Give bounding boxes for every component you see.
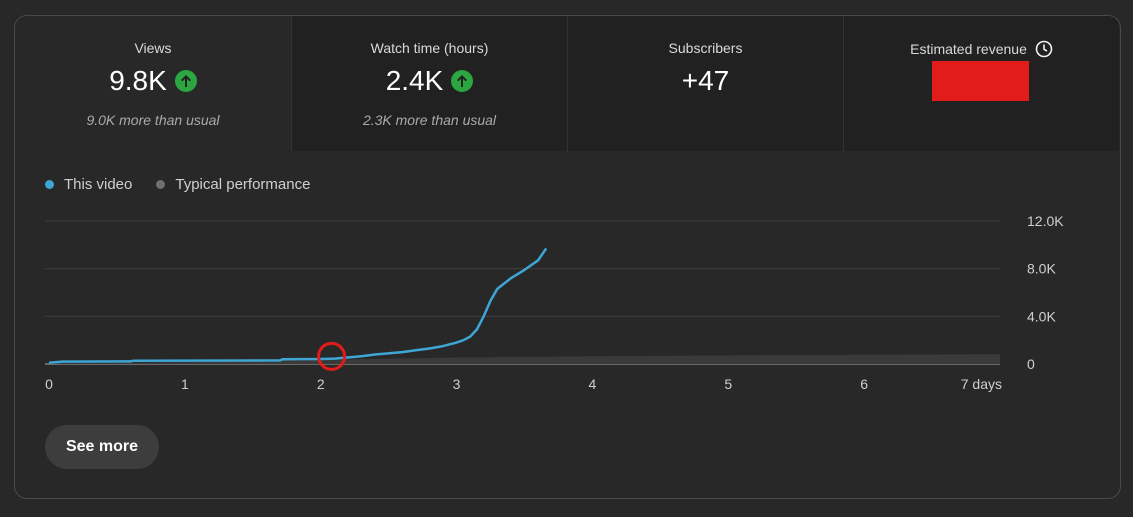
metric-tab-subscribers[interactable]: Subscribers +47 <box>567 16 843 151</box>
legend-item-typical-performance: Typical performance <box>156 176 310 193</box>
legend-label: This video <box>64 176 133 193</box>
metric-note: 9.0K more than usual <box>86 112 220 128</box>
x-tick-label: 0 <box>45 376 53 392</box>
clock-icon[interactable] <box>1035 40 1053 58</box>
arrow-up-circle-icon <box>451 70 474 92</box>
metric-note: 2.3K more than usual <box>362 112 497 128</box>
legend-item-this-video: This video <box>45 176 132 193</box>
y-tick-label: 0 <box>1027 356 1035 372</box>
metric-label: Watch time (hours) <box>370 40 489 56</box>
metrics-row: Views 9.8K 9.0K more than usual Watch ti… <box>15 16 1120 151</box>
legend-dot <box>45 180 54 189</box>
metric-label: Subscribers <box>668 40 743 56</box>
x-tick-label: 3 <box>453 376 461 392</box>
typical-performance-band <box>49 354 1000 364</box>
metric-tab-views[interactable]: Views 9.8K 9.0K more than usual <box>15 16 291 151</box>
this-video-line <box>48 247 548 365</box>
legend-dot <box>156 180 166 189</box>
y-tick-label: 4.0K <box>1027 308 1056 324</box>
x-tick-label: 7 days <box>961 376 1002 392</box>
metric-value: 9.8K <box>109 65 167 96</box>
metric-tab-estimated-revenue[interactable]: Estimated revenue <box>843 16 1119 151</box>
x-tick-label: 1 <box>181 376 189 392</box>
views-line-chart: 12.0K 8.0K 4.0K 0 0 1 2 3 4 5 6 7 days <box>45 213 1064 392</box>
x-tick-label: 4 <box>589 376 597 392</box>
x-tick-label: 6 <box>860 376 868 392</box>
chart-legend: This video Typical performance <box>45 176 310 193</box>
y-tick-label: 8.0K <box>1027 261 1056 277</box>
y-tick-label: 12.0K <box>1027 213 1064 229</box>
metric-value: 2.4K <box>385 65 444 96</box>
metric-label: Views <box>134 40 172 56</box>
x-tick-label: 5 <box>724 376 732 392</box>
x-tick-label: 2 <box>317 376 325 392</box>
metric-tab-watch-time[interactable]: Watch time (hours) 2.4K 2.3K more than u… <box>291 16 567 151</box>
arrow-up-circle-icon <box>174 70 197 92</box>
legend-label: Typical performance <box>175 176 311 193</box>
metric-label: Estimated revenue <box>910 41 1027 57</box>
annotation-circle <box>317 341 347 371</box>
analytics-card: Views 9.8K 9.0K more than usual Watch ti… <box>14 15 1121 499</box>
redacted-value <box>932 61 1029 101</box>
see-more-button[interactable]: See more <box>45 425 159 469</box>
metric-value: +47 <box>681 65 730 96</box>
